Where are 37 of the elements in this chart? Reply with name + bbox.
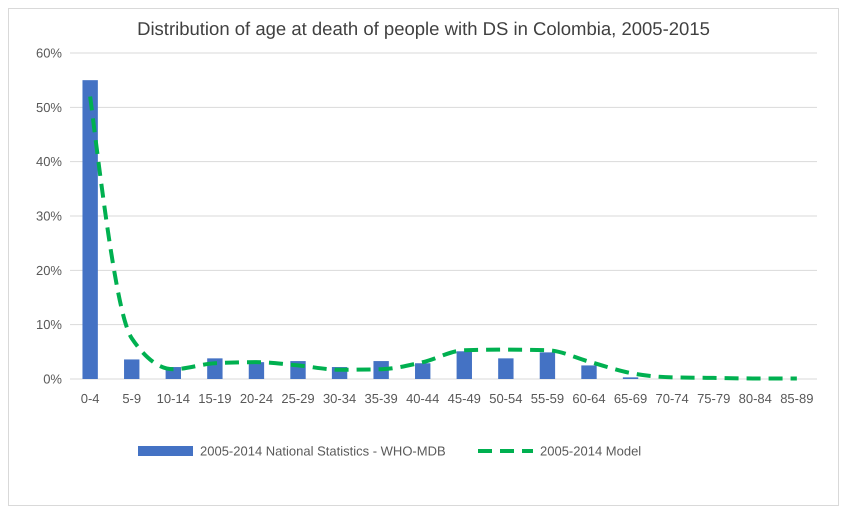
x-tick-label: 30-34 [322,391,356,406]
x-tick-label: 40-44 [406,391,440,406]
y-tick-label: 50% [36,100,62,115]
x-tick-label: 70-74 [656,391,689,406]
bar [498,358,514,379]
bar [82,80,98,379]
line-series [88,94,799,380]
x-tick-label: 85-89 [780,391,814,406]
x-tick-label: 25-29 [281,391,315,406]
x-tick-label: 0-4 [80,391,100,406]
bar [415,363,430,379]
bar [581,365,597,379]
x-tick-label: 75-79 [697,391,730,406]
bar [248,362,264,379]
x-tick-label: 35-39 [364,391,398,406]
chart-title: Distribution of age at death of people with DS in Colombia, 2005-2015 [137,18,710,39]
legend-label: 2005-2014 National Statistics - WHO-MDB [200,444,446,459]
x-tick-label: 65-69 [614,391,648,406]
y-tick-label: 40% [36,154,62,170]
y-tick-label: 30% [36,208,62,224]
y-tick-label: 10% [36,317,62,332]
y-tick-label: 60% [36,46,62,61]
bar [124,359,140,379]
y-tick-label: 20% [36,262,62,278]
y-tick-label: 0% [43,372,62,387]
bar [540,352,556,379]
x-tick-label: 55-59 [530,391,564,406]
x-tick-label: 45-49 [448,391,481,406]
legend-label: 2005-2014 Model [540,444,642,459]
x-tick-label: 80-84 [738,391,772,406]
x-tick-label: 10-14 [156,391,190,406]
x-tick-label: 5-9 [122,391,142,406]
x-tick-label: 60-64 [572,391,606,406]
x-tick-label: 50-54 [489,391,522,406]
x-tick-label: 20-24 [240,391,274,406]
x-tick-label: 15-19 [198,391,232,406]
bar [456,351,472,379]
